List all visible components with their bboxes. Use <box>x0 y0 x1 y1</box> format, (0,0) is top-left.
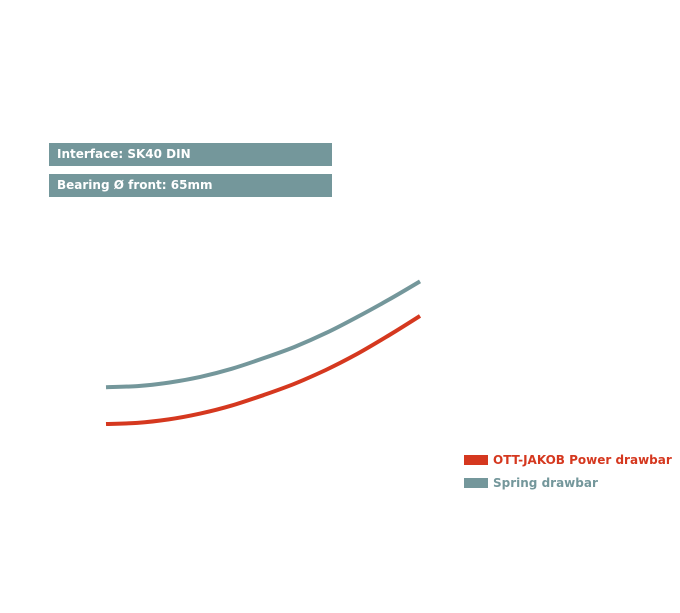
legend-item-power-drawbar: OTT-JAKOB Power drawbar <box>464 452 672 468</box>
interface-info-bar: Interface: SK40 DIN <box>49 143 332 166</box>
legend-swatch-power-drawbar <box>464 455 488 465</box>
legend-label-power-drawbar: OTT-JAKOB Power drawbar <box>493 453 672 467</box>
chart-legend: OTT-JAKOB Power drawbar Spring drawbar <box>464 452 672 498</box>
legend-swatch-spring-drawbar <box>464 478 488 488</box>
legend-item-spring-drawbar: Spring drawbar <box>464 475 672 491</box>
bearing-info-bar: Bearing Ø front: 65mm <box>49 174 332 197</box>
series-line-spring-drawbar <box>105 279 422 390</box>
legend-label-spring-drawbar: Spring drawbar <box>493 476 598 490</box>
series-line-power-drawbar <box>105 314 422 426</box>
